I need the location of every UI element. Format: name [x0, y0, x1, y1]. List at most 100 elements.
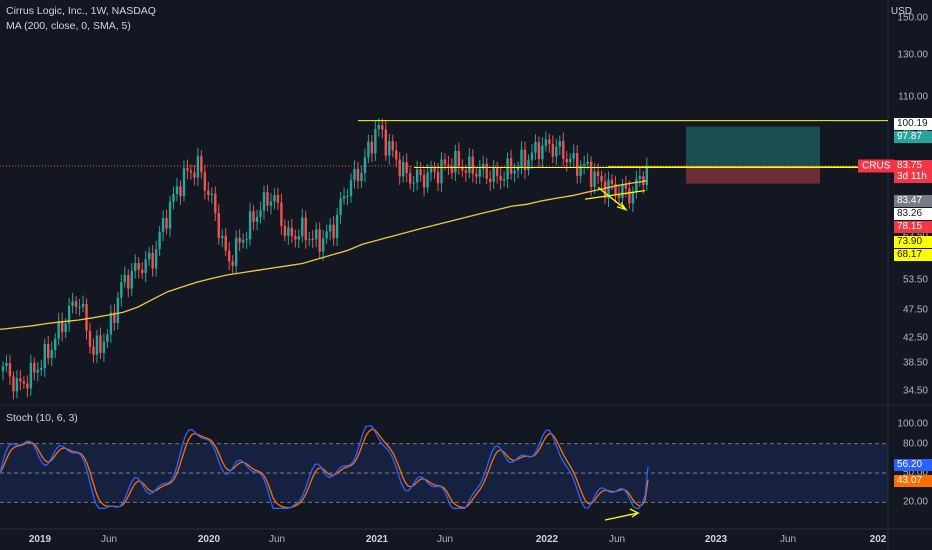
time-label: 202 [869, 534, 887, 545]
stoch-value-badge: 43.07 [894, 475, 932, 487]
candle [374, 120, 377, 162]
candle [523, 141, 527, 180]
price-badge: 83.26 [894, 208, 932, 220]
time-label: Jun [779, 534, 797, 545]
candle-body [297, 236, 300, 240]
candle-body [422, 175, 426, 188]
candle [60, 312, 64, 342]
candle-body [207, 190, 210, 195]
candle [22, 376, 26, 389]
candle-body [120, 282, 123, 298]
candle [255, 209, 259, 231]
candle-body [461, 166, 464, 171]
candle-body [214, 193, 217, 213]
candle [346, 189, 349, 206]
candle [558, 135, 561, 156]
stoch-indicator-legend[interactable]: Stoch (10, 6, 3) [6, 412, 78, 424]
candle-body [85, 303, 88, 331]
candle-body [252, 211, 255, 222]
candle [78, 298, 81, 316]
candle-body [402, 162, 405, 177]
candle-body [255, 216, 259, 222]
candle-body [54, 338, 57, 350]
candle-body [43, 343, 46, 369]
candle-body [586, 161, 589, 164]
candle [638, 167, 642, 187]
position-profit-zone [686, 126, 820, 167]
candle [621, 178, 624, 206]
candle-body [200, 156, 203, 173]
candle-body [395, 150, 398, 160]
candle [241, 233, 245, 249]
candle [297, 229, 300, 248]
candle [15, 370, 19, 399]
candle-body [95, 335, 99, 355]
candle-body [328, 224, 332, 232]
candle-body [408, 173, 412, 184]
candle [193, 165, 196, 186]
candle [26, 375, 29, 398]
candle-body [47, 343, 50, 359]
candle [631, 186, 635, 213]
candle [36, 361, 39, 382]
candle [475, 167, 478, 185]
candle-body [495, 167, 499, 176]
currency-label[interactable]: USD [890, 6, 912, 17]
candle-body [429, 168, 433, 173]
candle [130, 263, 133, 296]
ma-indicator-legend[interactable]: MA (200, close, 0, SMA, 5) [6, 20, 131, 32]
stoch-tick: 50.00 [902, 467, 928, 479]
candle [370, 135, 374, 163]
candle [645, 157, 648, 191]
ticker-badge[interactable]: CRUS [858, 159, 895, 173]
candle [412, 176, 415, 192]
candle-body [468, 156, 471, 173]
candle [321, 229, 325, 261]
candle [527, 154, 530, 176]
candle-body [516, 167, 520, 171]
candle-body [217, 212, 220, 238]
candle-body [241, 239, 245, 243]
candle-body [50, 349, 53, 359]
candle [47, 335, 50, 365]
candle-body [596, 171, 600, 176]
candle-body [339, 198, 342, 215]
candle [537, 136, 541, 167]
candle-body [273, 195, 276, 202]
candle-body [360, 173, 363, 182]
candle [311, 230, 314, 248]
candle-body [600, 175, 603, 182]
candle [120, 274, 123, 307]
candle-body [203, 172, 207, 191]
candle-body [109, 312, 113, 335]
candle [29, 354, 33, 396]
candle [189, 164, 193, 180]
candle [207, 181, 210, 202]
candle [238, 229, 241, 252]
price-badge: 83.47 [894, 195, 932, 207]
price-tick: 34.50 [902, 385, 928, 397]
candle-body [165, 218, 168, 229]
candle-body [499, 175, 502, 181]
candle-body [144, 259, 147, 274]
candle [624, 175, 628, 198]
candle [50, 341, 53, 367]
candle-body [290, 227, 294, 237]
candle-body [555, 146, 558, 157]
candle-body [15, 378, 19, 392]
time-label: Jun [268, 534, 286, 545]
candle-body [443, 159, 447, 165]
chart-title[interactable]: Cirrus Logic, Inc., 1W, NASDAQ [6, 5, 156, 17]
candle-body [377, 125, 381, 130]
candle [116, 291, 120, 330]
candle [217, 204, 220, 245]
candle-body [311, 238, 314, 240]
candle-body [221, 235, 224, 238]
candle-body [161, 218, 165, 233]
candle [593, 163, 596, 194]
price-badge: 78.15 [894, 221, 932, 233]
candle [221, 229, 224, 247]
candle-body [391, 141, 394, 151]
candle-body [179, 186, 182, 197]
